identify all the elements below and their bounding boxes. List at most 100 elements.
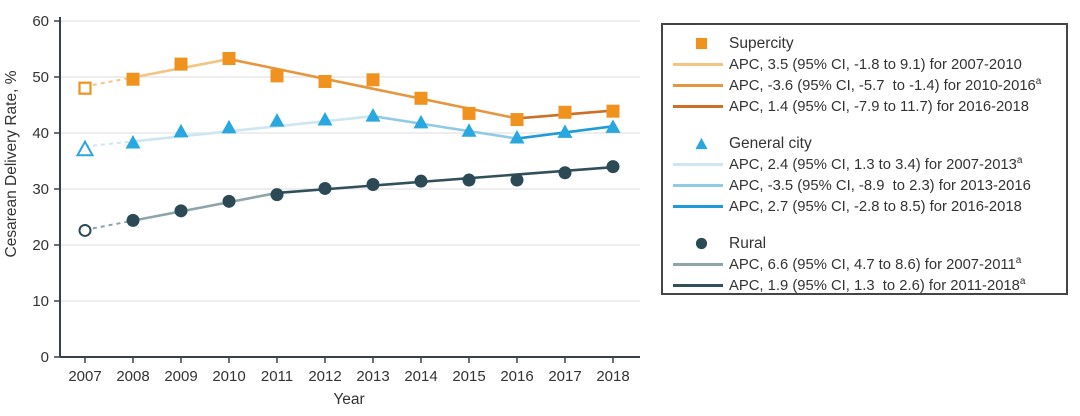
supercity-data-point xyxy=(510,113,524,127)
apc-text: APC, 6.6 (95% CI, 4.7 to 8.6) for 2007-2… xyxy=(729,254,1022,273)
rural-marker-icon xyxy=(673,237,729,250)
apc-text: APC, 2.7 (95% CI, -2.8 to 8.5) for 2016-… xyxy=(729,198,1022,215)
general-city-data-point xyxy=(461,123,477,137)
supercity-data-point xyxy=(78,81,92,95)
x-tick-label: 2011 xyxy=(261,368,293,385)
x-tick-label: 2010 xyxy=(212,368,245,385)
rural-data-point xyxy=(126,213,140,227)
apc-line-swatch-icon xyxy=(673,105,723,108)
x-tick-label: 2009 xyxy=(164,368,197,385)
apc-text: APC, 1.4 (95% CI, -7.9 to 11.7) for 2016… xyxy=(729,98,1029,115)
supercity-marker-icon xyxy=(673,37,729,50)
trend-line xyxy=(132,191,278,222)
apc-line-swatch-icon xyxy=(673,84,723,87)
general-city-data-point xyxy=(173,123,189,138)
x-tick-label: 2008 xyxy=(116,368,149,385)
supercity-data-point xyxy=(606,104,620,118)
y-tick-label: 60 xyxy=(32,13,49,30)
x-tick-label: 2013 xyxy=(356,368,389,385)
apc-text: APC, 2.4 (95% CI, 1.3 to 3.4) for 2007-2… xyxy=(729,154,1023,173)
x-tick-label: 2018 xyxy=(596,368,629,385)
rural-data-point xyxy=(270,188,284,202)
legend-series-name: General city xyxy=(729,134,812,152)
legend-group-general-city: General city APC, 2.4 (95% CI, 1.3 to 3.4… xyxy=(673,132,1060,217)
x-tick-label: 2016 xyxy=(500,368,533,385)
legend-box: Supercity APC, 3.5 (95% CI, -1.8 to 9.1) … xyxy=(661,23,1068,295)
legend-header: Rural xyxy=(673,232,1060,254)
general-city-marker-icon xyxy=(673,137,729,150)
general-city-data-point xyxy=(605,119,621,133)
legend-apc-row: APC, 2.7 (95% CI, -2.8 to 8.5) for 2016-… xyxy=(673,196,1060,217)
x-tick-label: 2012 xyxy=(308,368,341,385)
supercity-data-point xyxy=(318,74,332,88)
x-axis-title: Year xyxy=(333,391,364,408)
apc-text: APC, 1.9 (95% CI, 1.3 to 2.6) for 2011-2… xyxy=(729,275,1026,294)
legend-header: Supercity xyxy=(673,32,1060,54)
apc-text: APC, -3.5 (95% CI, -8.9 to 2.3) for 2013… xyxy=(729,177,1031,194)
legend-apc-row: APC, -3.5 (95% CI, -8.9 to 2.3) for 2013… xyxy=(673,175,1060,196)
apc-text: APC, -3.6 (95% CI, -5.7 to -1.4) for 201… xyxy=(729,75,1042,94)
apc-line-swatch-icon xyxy=(673,163,723,166)
apc-line-swatch-icon xyxy=(673,263,723,266)
chart-panel: 0 10 20 30 40 50 60 2007 2008 2009 2010 2011 2012 201… xyxy=(3,13,640,408)
supercity-data-point xyxy=(270,69,284,83)
legend-series-name: Supercity xyxy=(729,34,794,52)
legend-group-rural: Rural APC, 6.6 (95% CI, 4.7 to 8.6) for 2… xyxy=(673,232,1060,296)
apc-line-swatch-icon xyxy=(673,205,723,208)
x-tick-label: 2007 xyxy=(68,368,101,385)
rural-data-point xyxy=(366,178,380,192)
general-city-data-point xyxy=(509,129,525,144)
rural-data-point xyxy=(558,166,572,180)
legend-series-name: Rural xyxy=(729,234,767,252)
general-city-data-point xyxy=(269,113,285,127)
legend-header: General city xyxy=(673,132,1060,154)
legend-apc-row: APC, 1.9 (95% CI, 1.3 to 2.6) for 2011-2… xyxy=(673,275,1060,296)
y-tick-label: 20 xyxy=(32,237,49,254)
y-tick-label: 50 xyxy=(32,69,49,86)
rural-data-point xyxy=(606,160,620,174)
footnote-superscript: a xyxy=(1015,254,1022,266)
supercity-data-point xyxy=(222,52,236,66)
general-city-data-point xyxy=(221,119,237,134)
cesarean-rate-line-chart: 0 10 20 30 40 50 60 2007 2008 2009 2010 2011 2012 201… xyxy=(3,13,640,408)
legend-group-supercity: Supercity APC, 3.5 (95% CI, -1.8 to 9.1) … xyxy=(673,32,1060,117)
footnote-superscript: a xyxy=(1016,154,1023,166)
x-tick-label: 2017 xyxy=(548,368,581,385)
trend-line xyxy=(372,114,518,140)
rural-data-point xyxy=(462,173,476,187)
y-tick-label: 40 xyxy=(32,125,49,142)
rural-data-point xyxy=(510,173,524,187)
general-city-data-point xyxy=(317,112,333,126)
general-city-data-point xyxy=(75,139,95,157)
supercity-data-point xyxy=(126,72,140,86)
supercity-data-point xyxy=(558,105,572,119)
x-tick-label: 2014 xyxy=(404,368,437,385)
rural-data-point xyxy=(414,174,428,188)
footnote-superscript: a xyxy=(1019,275,1026,287)
apc-line-swatch-icon xyxy=(673,284,723,287)
footnote-superscript: a xyxy=(1035,75,1042,87)
trend-line xyxy=(276,165,614,195)
rural-data-point xyxy=(222,194,236,208)
general-city-data-point xyxy=(125,135,141,149)
y-tick-label: 30 xyxy=(32,181,49,198)
trend-line-dashed xyxy=(84,219,134,231)
y-axis-title: Cesarean Delivery Rate, % xyxy=(3,70,20,257)
supercity-data-point xyxy=(462,106,476,120)
legend-apc-row: APC, 1.4 (95% CI, -7.9 to 11.7) for 2016… xyxy=(673,96,1060,117)
apc-line-swatch-icon xyxy=(673,184,723,187)
supercity-data-point xyxy=(366,73,380,87)
legend-apc-row: APC, 6.6 (95% CI, 4.7 to 8.6) for 2007-2… xyxy=(673,254,1060,275)
general-city-data-point xyxy=(365,108,381,122)
rural-data-point xyxy=(318,181,332,195)
x-tick-label: 2015 xyxy=(452,368,485,385)
legend-apc-row: APC, 2.4 (95% CI, 1.3 to 3.4) for 2007-2… xyxy=(673,154,1060,175)
trend-line xyxy=(132,114,374,143)
rural-data-point xyxy=(174,204,188,218)
y-tick-label: 10 xyxy=(32,293,49,310)
trend-line-dashed xyxy=(84,76,134,88)
supercity-data-point xyxy=(174,57,188,71)
apc-line-swatch-icon xyxy=(673,63,723,66)
general-city-data-point xyxy=(413,114,429,129)
